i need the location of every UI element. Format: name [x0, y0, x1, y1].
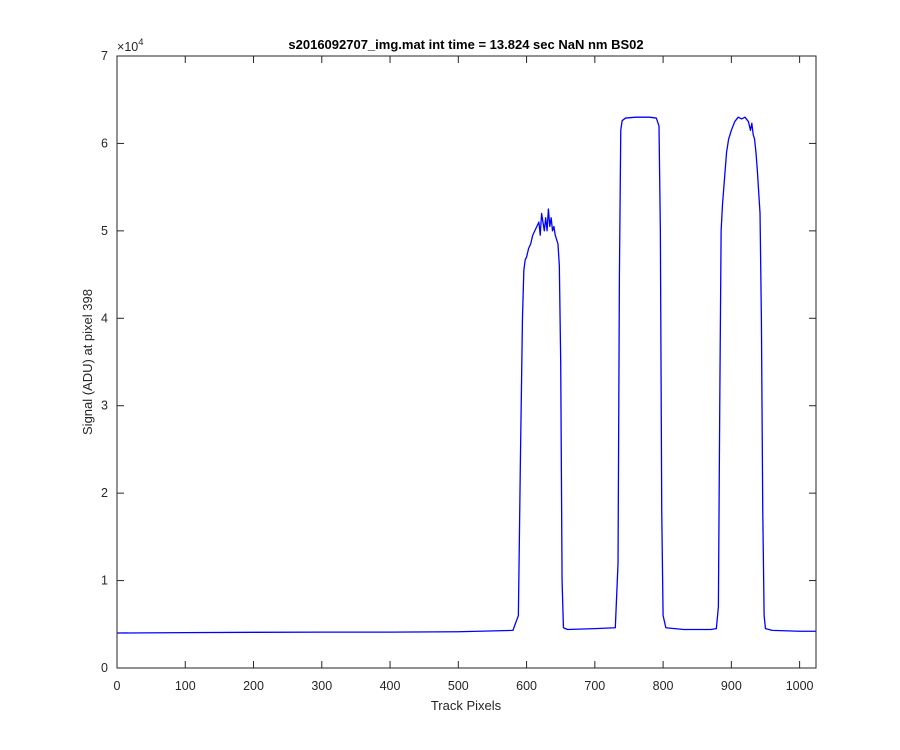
- x-tick-label: 800: [653, 679, 674, 693]
- x-tick-label: 400: [380, 679, 401, 693]
- plot-area: [117, 56, 816, 668]
- x-tick-label: 100: [175, 679, 196, 693]
- x-axis-label: Track Pixels: [431, 698, 502, 713]
- x-tick-label: 500: [448, 679, 469, 693]
- y-tick-label: 5: [101, 224, 108, 238]
- y-exponent-prefix: ×: [117, 40, 124, 54]
- y-tick-label: 4: [101, 311, 108, 325]
- series-line-0: [116, 116, 816, 634]
- axes-box: [116, 55, 817, 669]
- y-exponent-base: 10: [124, 40, 138, 54]
- x-tick-label: 0: [114, 679, 121, 693]
- y-tick-label: 6: [101, 136, 108, 150]
- y-exponent-power: 4: [138, 37, 143, 48]
- y-exponent-multiplier: ×104: [117, 37, 144, 54]
- x-tick-label: 1000: [786, 679, 814, 693]
- y-tick-label: 2: [101, 486, 108, 500]
- chart-title: s2016092707_img.mat int time = 13.824 se…: [288, 37, 643, 52]
- y-tick-label: 7: [101, 49, 108, 63]
- x-tick-label: 600: [516, 679, 537, 693]
- y-axis-label: Signal (ADU) at pixel 398: [80, 289, 95, 435]
- ticks-layer: 0 100 200 300 400 500 600 700 800 900 1000 0 1 2 3 4 5 6 7: [101, 49, 816, 693]
- series-layer: [116, 116, 816, 634]
- x-tick-label: 900: [721, 679, 742, 693]
- x-tick-label: 300: [311, 679, 332, 693]
- y-tick-label: 3: [101, 399, 108, 413]
- y-exponent-label: ×104: [117, 37, 144, 54]
- y-tick-label: 0: [101, 661, 108, 675]
- x-tick-label: 700: [584, 679, 605, 693]
- y-tick-label: 1: [101, 574, 108, 588]
- x-tick-label: 200: [243, 679, 264, 693]
